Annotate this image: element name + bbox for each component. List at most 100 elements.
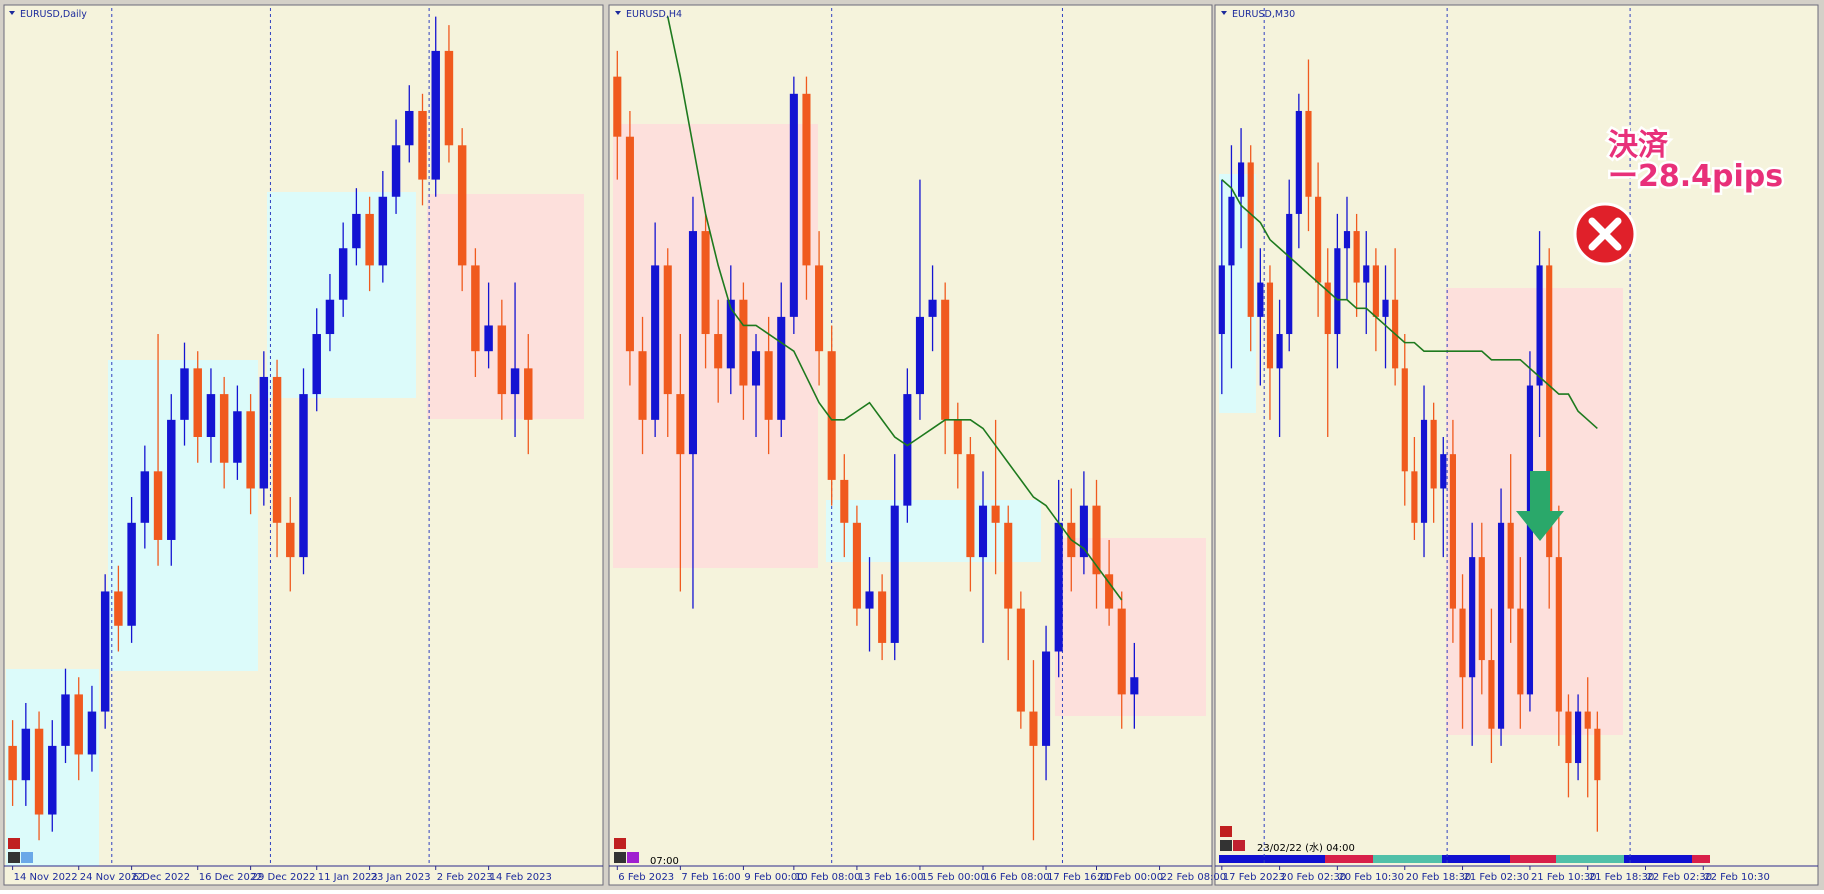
candle-body (418, 110, 427, 180)
strip (1325, 855, 1373, 863)
moving-average (1221, 179, 1598, 430)
candle-body (1266, 282, 1274, 369)
candle-body (1469, 557, 1476, 678)
candle-body (259, 376, 269, 489)
moving-average (666, 16, 1123, 601)
title-arrow (1221, 11, 1227, 15)
candle-body (1478, 557, 1485, 661)
button[interactable] (8, 852, 20, 863)
x-tick-label: 6 Feb 2023 (618, 872, 674, 883)
button[interactable] (1220, 826, 1232, 837)
candle-body (663, 265, 672, 395)
candle-body (991, 505, 1000, 523)
candle-body (714, 334, 723, 369)
candle-body (1459, 608, 1466, 678)
sell-arrow (1516, 471, 1564, 541)
candle-body (815, 265, 824, 352)
candle-body (74, 694, 83, 755)
candle-body (391, 145, 401, 197)
x-tick-label: 15 Feb 00:00 (921, 872, 987, 883)
button[interactable] (1220, 840, 1232, 851)
strip (1219, 855, 1259, 863)
candle-body (127, 522, 136, 626)
candle-body (978, 505, 988, 558)
candle-body (1401, 368, 1408, 472)
candle-body (1228, 196, 1235, 266)
x-tick-label: 20 Feb 10:30 (1338, 872, 1404, 883)
candle-body (219, 394, 229, 463)
x-tick-label: 21 Feb 00:00 (1098, 872, 1164, 883)
candle-body (484, 325, 493, 352)
candle-body (1315, 196, 1322, 283)
candle-body (431, 50, 440, 180)
candle-body (1334, 248, 1341, 335)
x-tick-label: 13 Feb 16:00 (858, 872, 924, 883)
candle-body (676, 394, 685, 455)
candle-body (688, 231, 698, 455)
candle-body (246, 411, 255, 489)
button[interactable] (627, 852, 639, 863)
annotation: 決済 (1608, 128, 1669, 163)
panel-title: EURUSD,Daily (20, 9, 87, 20)
candle-body (928, 299, 937, 317)
candle-body (193, 368, 202, 437)
candle-body (457, 145, 467, 266)
candle-body (1411, 471, 1418, 523)
strip (1510, 855, 1556, 863)
candle-body (325, 299, 335, 335)
candle-body (1295, 110, 1302, 214)
candle-body (651, 265, 660, 420)
candle-body (153, 471, 163, 540)
candle-body (1526, 385, 1534, 695)
panel-title: EURUSD,M30 (1232, 9, 1295, 20)
candle-body (1536, 265, 1543, 386)
candle-body (1029, 711, 1038, 746)
x-tick-label: 17 Feb 2023 (1223, 872, 1285, 883)
candle-body (701, 231, 710, 335)
candle-body (34, 728, 44, 815)
candle-body (1247, 162, 1254, 317)
candle-body (1440, 454, 1447, 489)
x-tick-label: 29 Dec 2022 (252, 872, 316, 883)
x-tick-label: 14 Feb 2023 (490, 872, 552, 883)
x-tick-label: 21 Feb 18:30 (1589, 872, 1655, 883)
candle-body (61, 694, 70, 746)
candle-body (471, 265, 480, 352)
button[interactable] (21, 852, 33, 863)
candle-body (299, 394, 308, 558)
button[interactable] (1233, 840, 1245, 851)
strip (1692, 855, 1710, 863)
x-tick-label: 16 Dec 2022 (199, 872, 263, 883)
candle-body (286, 522, 295, 558)
candle-body (1575, 711, 1582, 764)
button[interactable] (8, 838, 20, 849)
candle-body (1507, 522, 1514, 609)
candle-body (180, 368, 189, 420)
candle-body (1517, 608, 1524, 695)
candle-body (1004, 522, 1013, 609)
strip (1624, 855, 1692, 863)
candle-body (625, 136, 634, 352)
candle-body (1054, 522, 1063, 652)
candle-body (638, 351, 647, 420)
x-tick-label: 20 Feb 02:30 (1281, 872, 1347, 883)
candle-body (1430, 419, 1437, 489)
candle-body (1565, 711, 1572, 764)
annotation: ー28.4pips (1608, 159, 1783, 194)
button[interactable] (614, 838, 626, 849)
candle-body (167, 419, 176, 540)
candle-body (510, 368, 520, 395)
candle-body (140, 471, 150, 523)
candle-body (1594, 728, 1601, 781)
candle-body (352, 213, 361, 249)
button[interactable] (614, 852, 626, 863)
candle-body (21, 728, 31, 781)
candle-body (941, 299, 950, 420)
x-tick-label: 7 Feb 16:00 (681, 872, 740, 883)
x-tick-label: 23 Jan 2023 (371, 872, 431, 883)
candle-body (1382, 299, 1389, 317)
candle-body (903, 394, 912, 506)
candle-body (966, 454, 975, 558)
candle-body (48, 745, 57, 815)
